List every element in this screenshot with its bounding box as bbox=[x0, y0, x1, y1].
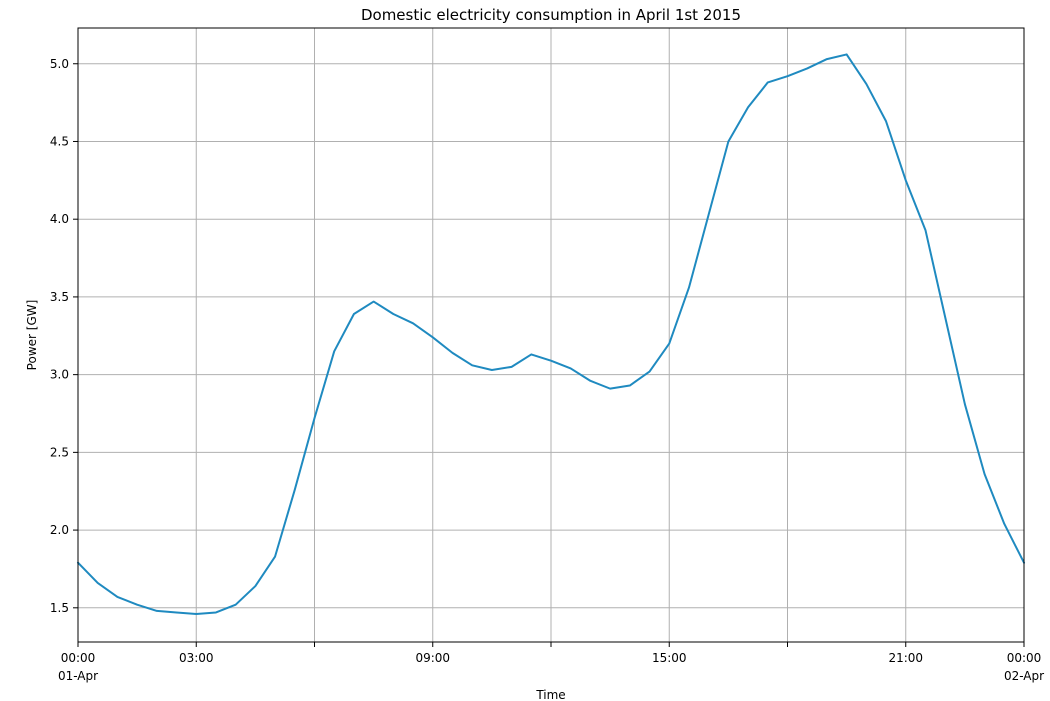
x-axis: 00:00 01-Apr 03:00 09:00 15:00 21:00 00:00 02-A… bbox=[58, 642, 1044, 683]
y-axis-title: Power [GW] bbox=[25, 300, 39, 371]
x-tick-label: 15:00 bbox=[652, 651, 687, 665]
x-axis-title: Time bbox=[535, 688, 565, 701]
y-tick-label: 2.5 bbox=[50, 445, 69, 459]
x-tick-label: 00:00 bbox=[61, 651, 96, 665]
x-tick-label: 03:00 bbox=[179, 651, 214, 665]
chart-title: Domestic electricity consumption in Apri… bbox=[361, 6, 741, 24]
y-tick-label: 3.5 bbox=[50, 290, 69, 304]
grid-lines bbox=[78, 28, 1024, 642]
y-tick-label: 4.0 bbox=[50, 212, 69, 226]
x-tick-label: 21:00 bbox=[888, 651, 923, 665]
x-tick-label: 09:00 bbox=[415, 651, 450, 665]
y-tick-label: 2.0 bbox=[50, 523, 69, 537]
y-tick-label: 4.5 bbox=[50, 134, 69, 148]
y-axis: 1.5 2.0 2.5 3.0 3.5 4.0 4.5 5.0 bbox=[50, 57, 78, 615]
x-tick-sublabel: 02-Apr bbox=[1004, 669, 1044, 683]
plot-area bbox=[77, 53, 1025, 616]
y-tick-label: 3.0 bbox=[50, 368, 69, 382]
x-tick-label: 00:00 bbox=[1007, 651, 1042, 665]
y-tick-label: 1.5 bbox=[50, 601, 69, 615]
series-line bbox=[77, 53, 1025, 616]
y-tick-label: 5.0 bbox=[50, 57, 69, 71]
x-tick-sublabel: 01-Apr bbox=[58, 669, 98, 683]
